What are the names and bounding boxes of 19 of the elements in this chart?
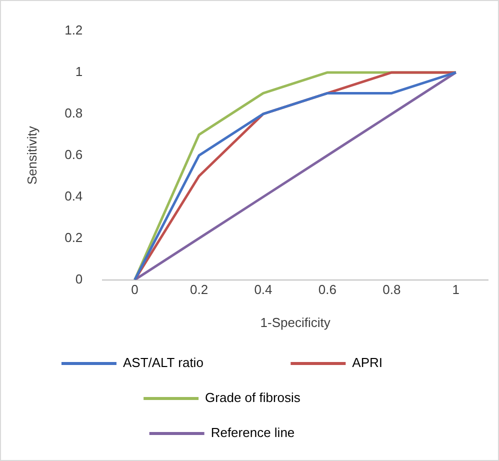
legend-label: APRI xyxy=(352,355,448,370)
x-tick-label: 0 xyxy=(131,282,138,298)
y-tick-label: 0.6 xyxy=(64,146,83,162)
y-axis-title: Sensitivity xyxy=(24,126,40,185)
y-tick-label: 0.4 xyxy=(64,188,83,204)
x-tick-label: 0.4 xyxy=(254,282,272,298)
legend-label: Reference line xyxy=(210,425,360,440)
y-tick-label: 1.2 xyxy=(64,22,83,38)
y-tick-label: 0.2 xyxy=(64,230,83,245)
x-axis-title: 1-Specificity xyxy=(260,314,331,330)
x-tick-label: 0.2 xyxy=(190,282,208,298)
y-tick-label: 1 xyxy=(75,64,83,80)
x-tick-label: 1 xyxy=(452,282,460,298)
y-tick-label: 0 xyxy=(75,271,83,286)
x-tick-label: 0.8 xyxy=(382,282,401,298)
y-tick-label: 0.8 xyxy=(64,106,83,121)
x-tick-label: 0.6 xyxy=(318,282,336,298)
legend-label: Grade of fibrosis xyxy=(205,390,366,406)
legend-label: AST/ALT ratio xyxy=(122,355,268,370)
